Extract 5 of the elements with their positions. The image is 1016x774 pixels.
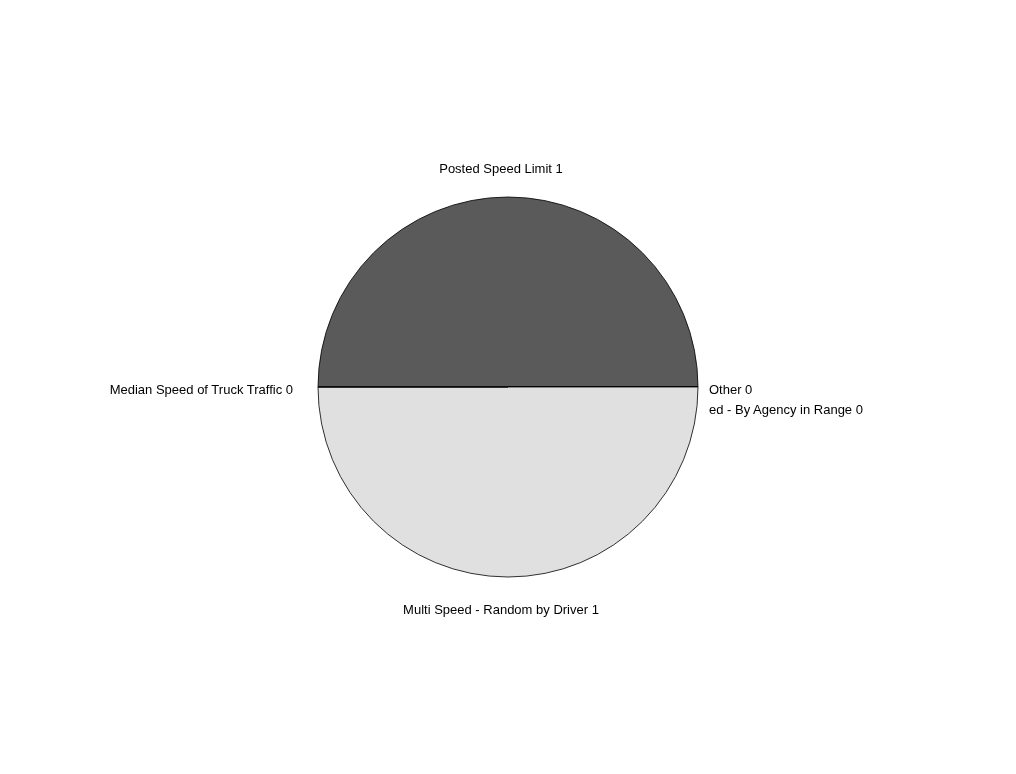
slice-label: Multi Speed - Random by Driver 1 [403, 602, 599, 617]
category-label: Other 0 [709, 382, 753, 397]
category-label: Median Speed of Truck Traffic 0 [109, 382, 293, 397]
category-label: ed - By Agency in Range 0 [709, 402, 863, 417]
slice-label: Posted Speed Limit 1 [439, 161, 563, 176]
